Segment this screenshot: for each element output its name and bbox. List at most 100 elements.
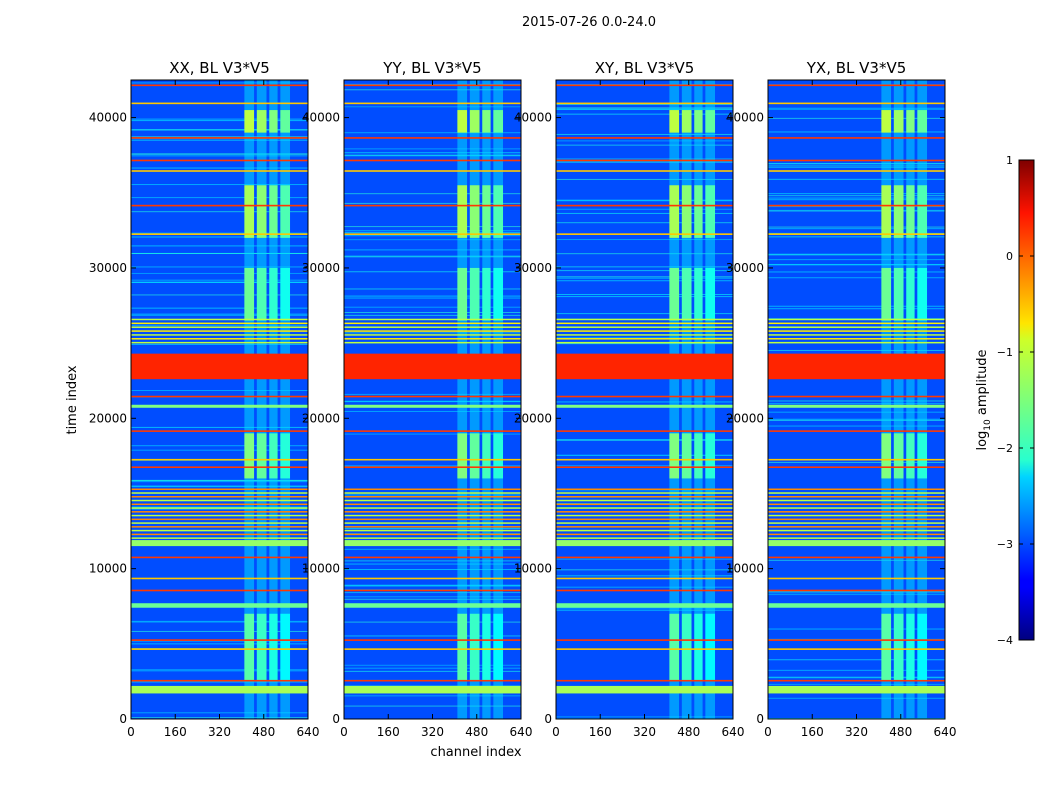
rfi-patch [917,613,928,682]
colorbar-tick-label: 0 [1006,250,1013,263]
flag-stripe [768,488,945,491]
rfi-patch [244,433,255,479]
noise-streak [344,670,521,672]
flag-line [344,159,521,162]
y-tick-label: 10000 [514,562,552,576]
flagged-band [344,540,521,547]
flag-stripe [131,514,308,517]
colorbar-tick-label: 1 [1006,154,1013,167]
noise-streak [131,266,308,268]
flag-line [768,233,945,235]
noise-streak [556,280,733,282]
flag-line [768,159,945,162]
flag-line [344,102,521,105]
panel-xy: XY, BL V3*V5 0 160 320 480 640 0 10000 20000 3000… [514,59,745,739]
flag-stripe [768,492,945,494]
panel-yy: YY, BL V3*V5 0 160 320 480 640 0 10000 20000 3000… [302,59,533,739]
flag-stripe [556,330,733,332]
noise-streak [344,596,521,598]
noise-streak [344,393,521,395]
rfi-patch [681,267,692,321]
flag-line [556,458,733,461]
noise-streak [131,279,308,281]
flagged-band [556,540,733,547]
flag-line [344,648,521,650]
rfi-patch [457,267,468,321]
noise-streak [768,349,945,351]
heatmap-body [131,80,308,719]
flag-stripe [344,518,521,521]
flag-line [344,679,521,682]
noise-streak [556,401,733,403]
y-tick-label: 30000 [89,261,127,275]
noise-streak [768,305,945,307]
rfi-patch [457,613,468,682]
noise-streak [131,307,308,309]
noise-streak [556,608,733,610]
noise-streak [131,211,308,213]
flag-stripe [768,529,945,532]
colorbar-tick-label: −1 [997,346,1013,359]
flag-stripe [344,322,521,325]
flag-stripe [556,338,733,340]
rfi-patch [256,110,267,133]
noise-streak [131,118,308,120]
flag-stripe [556,514,733,517]
noise-streak [131,681,308,683]
flag-stripe [556,522,733,524]
rfi-patch [280,185,291,238]
noise-streak [131,508,308,510]
x-tick-label: 480 [252,725,275,739]
flag-line [556,204,733,207]
noise-streak [344,154,521,156]
noise-streak [131,252,308,254]
flagged-band [344,353,521,380]
flag-line [556,102,733,105]
flag-stripe [556,334,733,336]
x-tick-label: 160 [801,725,824,739]
noise-streak [556,208,733,210]
flagged-band [131,603,308,608]
flag-line [131,170,308,172]
flag-line [344,395,521,398]
flag-line [768,589,945,592]
flag-stripe [556,341,733,344]
noise-streak [768,308,945,310]
colorbar-tick-label: −4 [997,634,1013,647]
flag-stripe [344,533,521,536]
rfi-channel-column [705,80,716,719]
flag-line [131,395,308,398]
flag-stripe [131,507,308,509]
y-tick-label: 0 [119,712,127,726]
colorbar-tick-label: −2 [997,442,1013,455]
noise-streak [556,503,733,505]
noise-streak [344,155,521,157]
flag-line [556,170,733,172]
noise-streak [344,695,521,697]
heatmap-background [768,80,945,719]
x-tick-label: 480 [677,725,700,739]
rfi-channel-column [906,80,915,719]
colorbar-label: log10 amplitude [975,349,993,450]
rfi-patch [493,613,504,682]
noise-streak [131,343,308,345]
flagged-band [131,353,308,380]
panel-title: XY, BL V3*V5 [595,59,695,77]
rfi-patch [881,267,892,321]
y-tick-label: 40000 [514,111,552,125]
noise-streak [344,288,521,290]
noise-streak [131,426,308,428]
x-tick-label: 320 [208,725,231,739]
noise-streak [344,664,521,666]
flag-line [556,84,733,87]
x-tick-label: 0 [127,725,135,739]
panel-title: YY, BL V3*V5 [382,59,481,77]
rfi-patch [705,613,716,682]
noise-streak [768,197,945,199]
rfi-patch [469,613,480,682]
noise-streak [344,533,521,535]
noise-streak [556,343,733,345]
noise-streak [131,480,308,482]
noise-streak [556,313,733,315]
rfi-patch [681,185,692,238]
